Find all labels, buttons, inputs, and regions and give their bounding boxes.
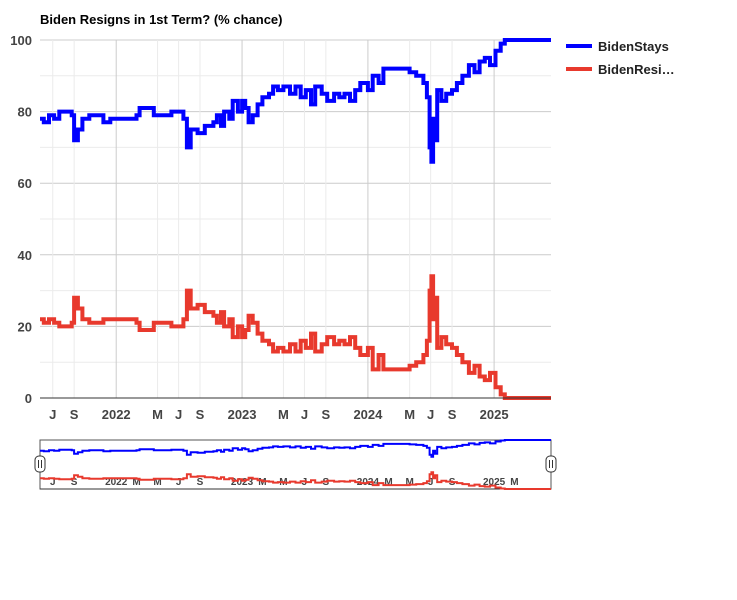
y-tick-label: 60: [18, 176, 32, 191]
x-tick-label: 2023: [228, 407, 257, 422]
mini-x-tick-label: M: [258, 477, 266, 488]
x-tick-label: M: [404, 407, 415, 422]
chart-title: Biden Resigns in 1st Term? (% chance): [40, 12, 282, 27]
mini-x-tick-label: 2023: [231, 477, 254, 488]
mini-x-tick-label: M: [405, 477, 413, 488]
y-tick-label: 80: [18, 105, 32, 120]
range-handle-right[interactable]: [545, 455, 557, 473]
x-tick-label: J: [175, 407, 182, 422]
mini-x-tick-label: J: [50, 477, 56, 488]
x-tick-label: M: [278, 407, 289, 422]
legend-label-0: BidenStays: [598, 39, 669, 54]
x-tick-label: J: [301, 407, 308, 422]
mini-x-tick-label: J: [176, 477, 182, 488]
y-tick-label: 20: [18, 319, 32, 334]
x-tick-label: J: [427, 407, 434, 422]
y-tick-label: 0: [25, 391, 32, 406]
mini-x-tick-label: M: [153, 477, 161, 488]
mini-x-tick-label: M: [384, 477, 392, 488]
mini-x-tick-label: J: [428, 477, 434, 488]
x-tick-label: 2024: [353, 407, 383, 422]
x-tick-label: 2022: [102, 407, 131, 422]
mini-x-tick-label: 2022: [105, 477, 128, 488]
x-tick-label: 2025: [480, 407, 509, 422]
y-tick-label: 40: [18, 248, 32, 263]
series-line-0: [40, 38, 551, 164]
mini-series-line-0: [40, 439, 551, 458]
range-selector[interactable]: J S 2022 M M J S 2023 M M J S 2024 M M J S 2025 M: [34, 439, 557, 490]
y-tick-label: 100: [10, 33, 32, 48]
legend: BidenStays BidenResi…: [566, 39, 675, 77]
x-tick-label: S: [196, 407, 205, 422]
x-tick-label: M: [152, 407, 163, 422]
mini-series-line-1: [40, 471, 551, 490]
gridlines: [40, 39, 551, 399]
mini-x-tick-label: S: [71, 477, 78, 488]
x-tick-label: S: [448, 407, 457, 422]
legend-label-1: BidenResi…: [598, 62, 675, 77]
x-tick-label: J: [49, 407, 56, 422]
mini-x-tick-label: 2025: [483, 477, 506, 488]
mini-x-tick-label: S: [197, 477, 204, 488]
x-tick-label: S: [322, 407, 331, 422]
series-lines: [40, 38, 551, 400]
x-tick-label: S: [70, 407, 79, 422]
mini-x-tick-label: M: [132, 477, 140, 488]
mini-x-tick-label: M: [510, 477, 518, 488]
range-handle-left[interactable]: [34, 455, 46, 473]
series-line-1: [40, 274, 551, 400]
mini-x-tick-label: J: [302, 477, 308, 488]
